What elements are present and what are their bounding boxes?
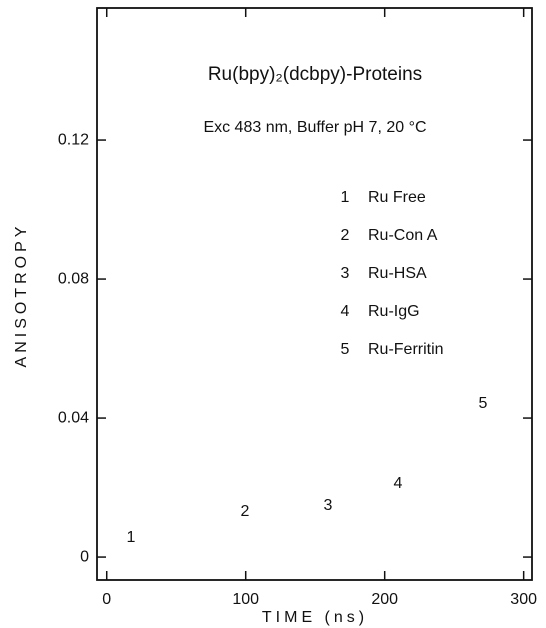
y-tick-label: 0 bbox=[80, 548, 89, 565]
x-axis-label: TIME (ns) bbox=[262, 609, 368, 626]
y-axis-label: ANISOTROPY bbox=[13, 223, 30, 368]
legend-number: 1 bbox=[341, 189, 350, 206]
legend-name: Ru-HSA bbox=[368, 265, 427, 282]
chart-title: Ru(bpy)₂(dcbpy)-Proteins bbox=[208, 64, 422, 85]
legend-name: Ru-IgG bbox=[368, 303, 420, 320]
plot-frame bbox=[96, 7, 533, 581]
curve-label: 4 bbox=[394, 475, 403, 492]
legend-number: 4 bbox=[341, 303, 350, 320]
curve-label: 5 bbox=[479, 395, 488, 412]
legend-name: Ru-Ferritin bbox=[368, 341, 444, 358]
y-tick-label: 0.12 bbox=[58, 131, 89, 148]
legend-number: 5 bbox=[341, 341, 350, 358]
legend-number: 2 bbox=[341, 227, 350, 244]
y-tick-label: 0.04 bbox=[58, 409, 89, 426]
x-tick-label: 200 bbox=[371, 591, 398, 608]
curve-label: 1 bbox=[127, 529, 136, 546]
x-tick-label: 0 bbox=[102, 591, 111, 608]
legend-name: Ru-Con A bbox=[368, 227, 438, 244]
legend-name: Ru Free bbox=[368, 189, 426, 206]
curve-label: 2 bbox=[241, 503, 250, 520]
y-tick-label: 0.08 bbox=[58, 270, 89, 287]
curve-label: 3 bbox=[324, 497, 333, 514]
x-tick-label: 100 bbox=[232, 591, 259, 608]
legend-number: 3 bbox=[341, 265, 350, 282]
x-tick-label: 300 bbox=[510, 591, 537, 608]
chart-subtitle: Exc 483 nm, Buffer pH 7, 20 °C bbox=[203, 119, 426, 136]
